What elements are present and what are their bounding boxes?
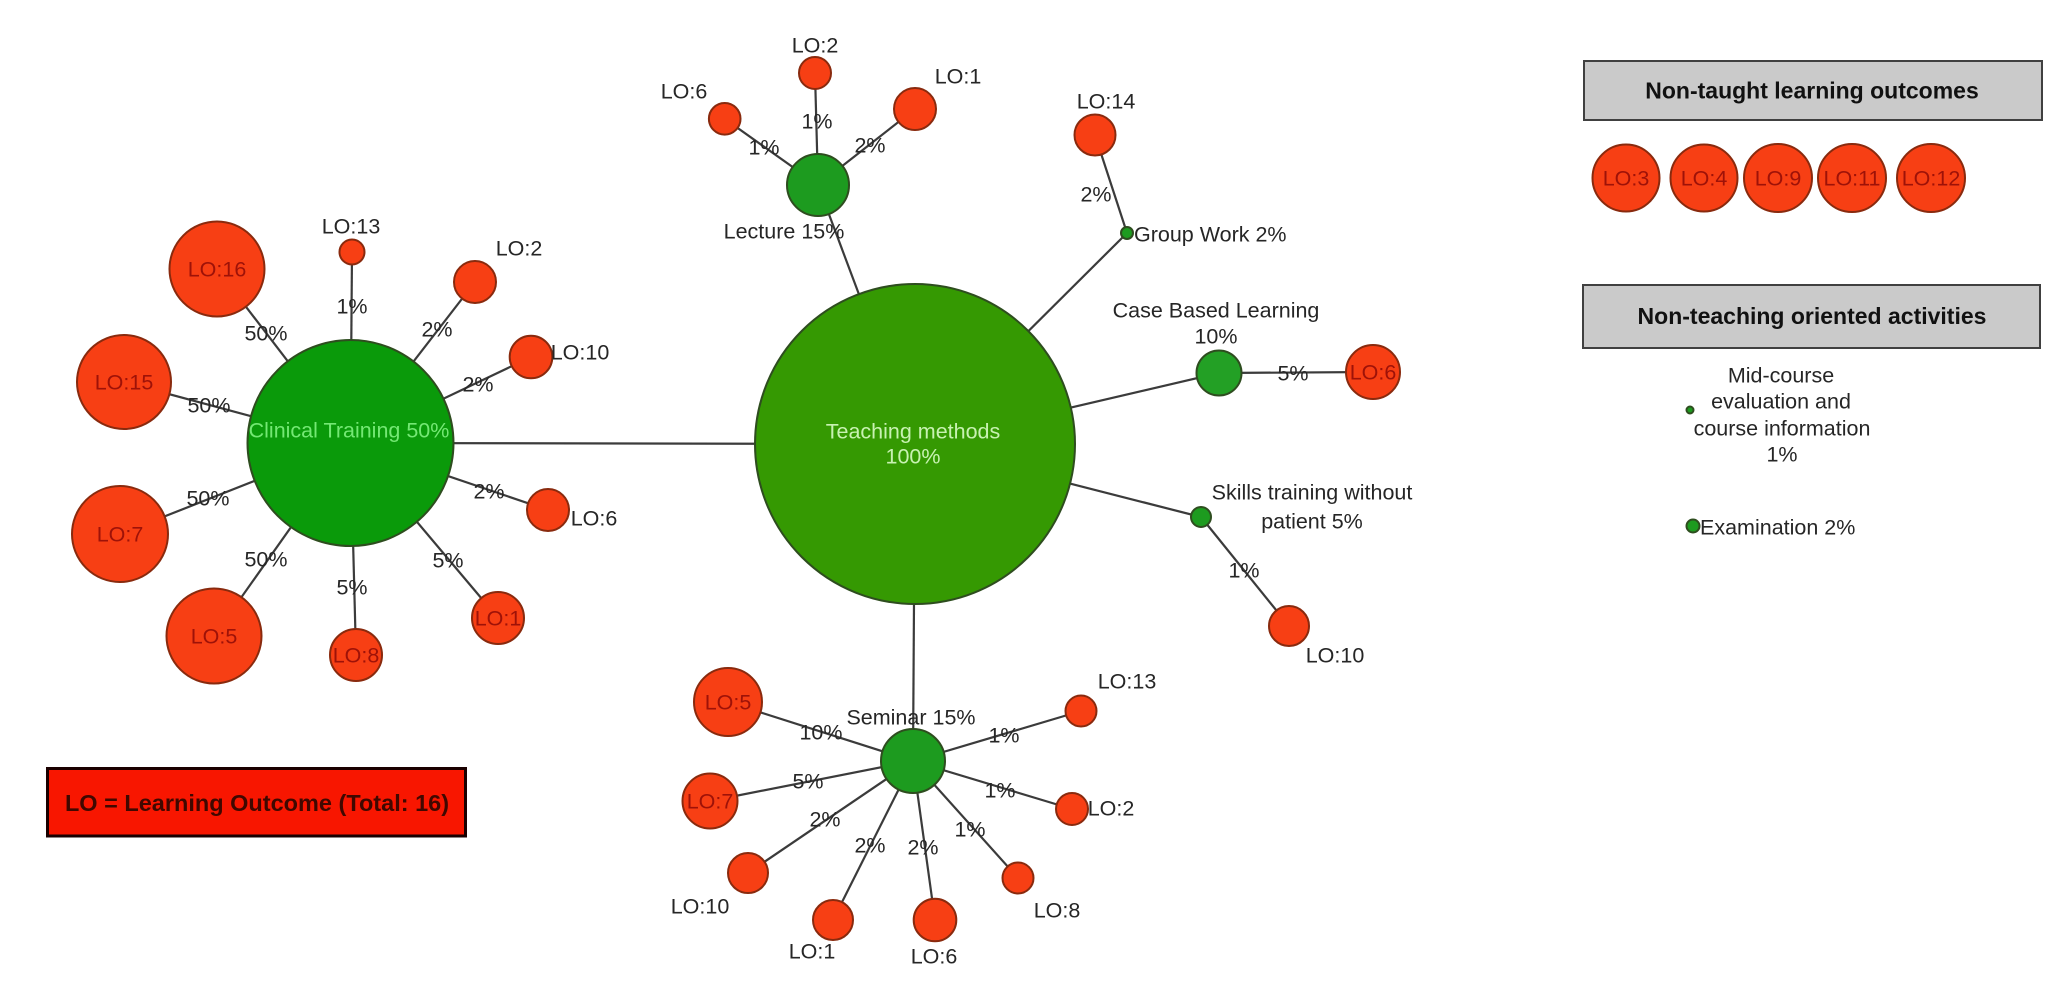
svg-text:1%: 1% xyxy=(748,136,779,160)
svg-text:LO:4: LO:4 xyxy=(1681,167,1728,191)
svg-text:Group Work 2%: Group Work 2% xyxy=(1134,223,1287,247)
svg-text:LO:1: LO:1 xyxy=(789,940,836,964)
svg-text:LO:10: LO:10 xyxy=(671,895,730,919)
svg-text:2%: 2% xyxy=(907,836,938,860)
svg-text:LO:16: LO:16 xyxy=(188,258,247,282)
svg-text:LO:15: LO:15 xyxy=(95,371,154,395)
svg-text:50%: 50% xyxy=(187,394,230,418)
svg-text:LO:2: LO:2 xyxy=(792,34,839,58)
svg-text:100%: 100% xyxy=(886,445,941,469)
svg-text:5%: 5% xyxy=(336,576,367,600)
svg-text:Skills training without: Skills training without xyxy=(1212,481,1413,505)
svg-text:LO:6: LO:6 xyxy=(571,507,618,531)
svg-text:Seminar 15%: Seminar 15% xyxy=(846,706,975,730)
svg-text:LO = Learning Outcome (Total:: LO = Learning Outcome (Total: 16) xyxy=(65,790,449,816)
svg-text:10%: 10% xyxy=(799,721,842,745)
svg-text:50%: 50% xyxy=(244,548,287,572)
svg-text:LO:9: LO:9 xyxy=(1755,167,1802,191)
svg-text:1%: 1% xyxy=(988,724,1019,748)
svg-text:2%: 2% xyxy=(473,480,504,504)
svg-text:LO:11: LO:11 xyxy=(1824,167,1881,191)
svg-text:LO:7: LO:7 xyxy=(687,790,734,814)
svg-text:LO:1: LO:1 xyxy=(475,607,522,631)
svg-text:1%: 1% xyxy=(801,110,832,134)
svg-text:1%: 1% xyxy=(1766,443,1797,467)
svg-text:LO:12: LO:12 xyxy=(1902,167,1961,191)
svg-text:50%: 50% xyxy=(186,487,229,511)
svg-text:5%: 5% xyxy=(432,549,463,573)
svg-text:Teaching methods: Teaching methods xyxy=(826,420,1001,444)
svg-text:LO:6: LO:6 xyxy=(911,945,958,969)
svg-text:Non-taught learning outcomes: Non-taught learning outcomes xyxy=(1645,78,1979,104)
svg-text:5%: 5% xyxy=(1277,362,1308,386)
svg-text:LO:5: LO:5 xyxy=(705,691,752,715)
svg-text:LO:6: LO:6 xyxy=(661,80,708,104)
svg-text:2%: 2% xyxy=(462,373,493,397)
svg-text:1%: 1% xyxy=(1228,559,1259,583)
svg-text:2%: 2% xyxy=(809,808,840,832)
svg-text:evaluation and: evaluation and xyxy=(1711,390,1851,414)
svg-text:LO:1: LO:1 xyxy=(935,65,982,89)
svg-text:10%: 10% xyxy=(1194,325,1237,349)
svg-text:LO:13: LO:13 xyxy=(1098,670,1157,694)
svg-text:1%: 1% xyxy=(336,295,367,319)
svg-text:LO:13: LO:13 xyxy=(322,215,381,239)
svg-text:LO:3: LO:3 xyxy=(1603,167,1650,191)
svg-text:2%: 2% xyxy=(854,134,885,158)
svg-text:LO:10: LO:10 xyxy=(1306,644,1365,668)
svg-text:LO:2: LO:2 xyxy=(496,237,543,261)
svg-text:1%: 1% xyxy=(954,818,985,842)
svg-text:Examination 2%: Examination 2% xyxy=(1700,516,1855,540)
svg-text:LO:6: LO:6 xyxy=(1350,361,1397,385)
svg-text:Case Based Learning: Case Based Learning xyxy=(1113,299,1320,323)
svg-text:Mid-course: Mid-course xyxy=(1728,364,1834,388)
svg-text:2%: 2% xyxy=(1080,183,1111,207)
svg-text:5%: 5% xyxy=(792,770,823,794)
svg-text:2%: 2% xyxy=(421,318,452,342)
svg-text:2%: 2% xyxy=(854,834,885,858)
svg-text:LO:14: LO:14 xyxy=(1077,90,1136,114)
svg-text:LO:2: LO:2 xyxy=(1088,797,1135,821)
svg-text:LO:8: LO:8 xyxy=(1034,899,1081,923)
svg-text:Non-teaching oriented activiti: Non-teaching oriented activities xyxy=(1638,303,1987,329)
svg-text:LO:8: LO:8 xyxy=(333,644,380,668)
svg-text:LO:7: LO:7 xyxy=(97,523,144,547)
svg-text:LO:10: LO:10 xyxy=(551,341,610,365)
svg-text:1%: 1% xyxy=(984,779,1015,803)
svg-text:LO:5: LO:5 xyxy=(191,625,238,649)
svg-text:50%: 50% xyxy=(244,322,287,346)
svg-text:patient 5%: patient 5% xyxy=(1261,510,1363,534)
svg-text:Clinical Training 50%: Clinical Training 50% xyxy=(249,419,450,443)
svg-text:course information: course information xyxy=(1694,417,1871,441)
svg-text:Lecture 15%: Lecture 15% xyxy=(724,220,845,244)
